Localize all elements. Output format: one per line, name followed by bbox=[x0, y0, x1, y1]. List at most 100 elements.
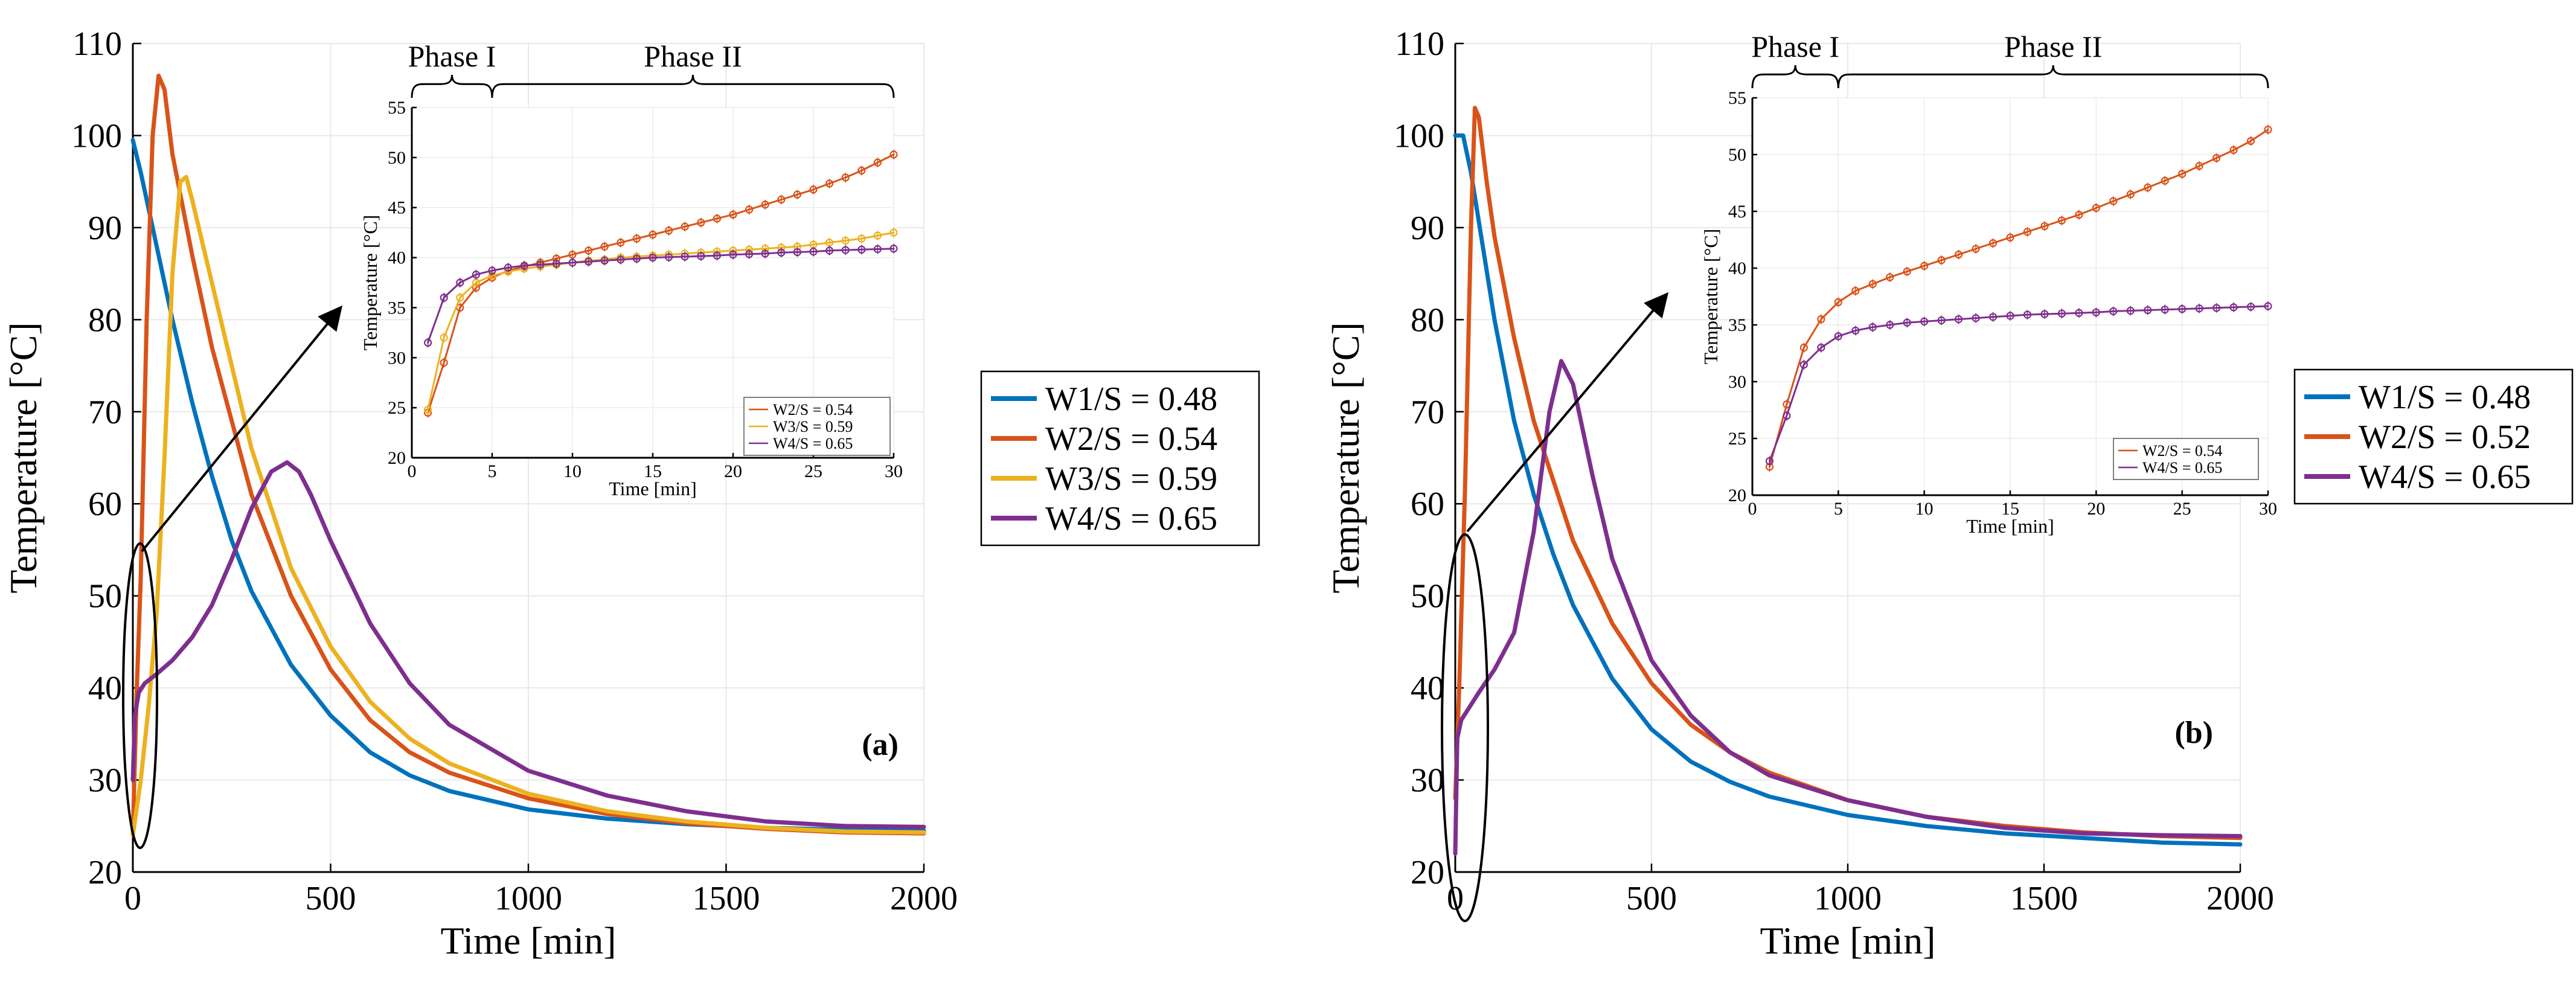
x-tick-label: 2000 bbox=[2206, 880, 2274, 917]
series-line-3 bbox=[130, 460, 926, 829]
phase-2-brace bbox=[1837, 65, 2269, 89]
inset-y-tick-label: 25 bbox=[1728, 429, 1746, 449]
inset-x-tick-label: 5 bbox=[1834, 499, 1843, 519]
inset-y-axis-label: Temperature [°C] bbox=[359, 215, 381, 351]
series-line-2 bbox=[130, 175, 926, 838]
zoom-arrow bbox=[1466, 292, 1669, 533]
y-axis-label: Temperature [°C] bbox=[2, 322, 45, 593]
y-tick-label: 20 bbox=[88, 854, 122, 891]
inset-y-tick-label: 30 bbox=[388, 348, 406, 368]
y-tick-label: 80 bbox=[1411, 301, 1444, 339]
inset-y-tick-label: 55 bbox=[388, 98, 406, 118]
y-tick-label: 110 bbox=[1395, 25, 1444, 63]
inset-legend-entry-1: W3/S = 0.59 bbox=[773, 418, 853, 435]
inset-x-axis-label: Time [min] bbox=[609, 478, 697, 499]
series-line-1 bbox=[130, 73, 926, 838]
inset-x-tick-label: 25 bbox=[2173, 499, 2191, 519]
x-tick-label: 1500 bbox=[693, 880, 760, 917]
inset-y-axis-label: Temperature [°C] bbox=[1700, 229, 1722, 365]
y-tick-label: 100 bbox=[71, 117, 122, 155]
legend-entry-1: W2/S = 0.54 bbox=[1045, 420, 1217, 458]
inset-y-tick-label: 50 bbox=[388, 148, 406, 168]
phase-1-label: Phase I bbox=[1751, 30, 1839, 63]
inset-y-tick-label: 45 bbox=[388, 198, 406, 218]
inset-y-tick-label: 40 bbox=[1728, 258, 1746, 278]
y-tick-label: 50 bbox=[88, 578, 122, 615]
phase-2-label: Phase II bbox=[2004, 30, 2102, 63]
x-tick-label: 1000 bbox=[1814, 880, 1882, 917]
inset-y-tick-label: 20 bbox=[1728, 486, 1746, 505]
legend-entry-1: W2/S = 0.52 bbox=[2359, 419, 2531, 456]
legend-entry-2: W3/S = 0.59 bbox=[1045, 460, 1217, 498]
y-tick-label: 40 bbox=[88, 670, 122, 707]
inset-y-tick-label: 40 bbox=[388, 248, 406, 268]
inset-y-tick-label: 35 bbox=[1728, 315, 1746, 335]
inset-legend-entry-1: W4/S = 0.65 bbox=[2142, 459, 2222, 476]
inset-legend-entry-0: W2/S = 0.54 bbox=[2142, 442, 2222, 460]
inset-y-tick-label: 30 bbox=[1728, 372, 1746, 392]
y-tick-label: 100 bbox=[1394, 117, 1444, 155]
inset-y-tick-label: 55 bbox=[1728, 88, 1746, 108]
x-tick-label: 0 bbox=[124, 880, 141, 917]
phase-1-brace bbox=[1751, 65, 1839, 89]
inset-y-tick-label: 20 bbox=[388, 448, 406, 468]
inset-x-tick-label: 30 bbox=[2259, 499, 2277, 519]
inset-x-tick-label: 30 bbox=[885, 461, 903, 481]
inset-y-tick-label: 35 bbox=[388, 298, 406, 318]
y-axis-label: Temperature [°C] bbox=[1324, 322, 1367, 593]
panel-label: (a) bbox=[862, 728, 899, 762]
zoom-ellipse bbox=[1441, 533, 1489, 922]
zoom-arrow bbox=[141, 305, 343, 553]
panel-label: (b) bbox=[2174, 716, 2213, 750]
phase-1-brace bbox=[411, 74, 493, 98]
inset-x-tick-label: 20 bbox=[2087, 499, 2105, 519]
inset-x-tick-label: 25 bbox=[804, 461, 822, 481]
inset-x-tick-label: 15 bbox=[644, 461, 662, 481]
y-tick-label: 90 bbox=[88, 210, 122, 247]
x-tick-label: 500 bbox=[1626, 880, 1677, 917]
inset-legend-box bbox=[743, 397, 891, 456]
y-tick-label: 70 bbox=[1411, 394, 1444, 431]
inset-x-tick-label: 0 bbox=[408, 461, 417, 481]
phase-1-label: Phase I bbox=[408, 39, 496, 73]
inset-y-tick-label: 45 bbox=[1728, 202, 1746, 222]
x-tick-label: 1500 bbox=[2010, 880, 2078, 917]
inset-y-tick-label: 25 bbox=[388, 398, 406, 418]
inset-x-tick-label: 10 bbox=[1915, 499, 1934, 519]
inset-x-axis-label: Time [min] bbox=[1966, 515, 2054, 537]
y-tick-label: 30 bbox=[88, 762, 122, 800]
y-tick-label: 70 bbox=[88, 394, 122, 431]
zoom-ellipse bbox=[122, 542, 158, 849]
x-axis-label: Time [min] bbox=[1760, 919, 1936, 962]
y-tick-label: 40 bbox=[1411, 670, 1444, 707]
inset-x-tick-label: 5 bbox=[488, 461, 497, 481]
inset-x-tick-label: 0 bbox=[1748, 499, 1757, 519]
y-tick-label: 50 bbox=[1411, 578, 1444, 615]
phase-2-label: Phase II bbox=[644, 39, 742, 73]
inset-legend-entry-2: W4/S = 0.65 bbox=[773, 435, 853, 452]
inset-x-tick-label: 15 bbox=[2001, 499, 2019, 519]
x-axis-label: Time [min] bbox=[441, 919, 617, 962]
y-tick-label: 80 bbox=[88, 301, 122, 339]
legend-entry-0: W1/S = 0.48 bbox=[2359, 379, 2531, 416]
inset-legend-entry-0: W2/S = 0.54 bbox=[773, 401, 853, 419]
inset-y-tick-label: 50 bbox=[1728, 145, 1746, 165]
inset-x-tick-label: 10 bbox=[563, 461, 582, 481]
inset-legend-box bbox=[2113, 438, 2259, 480]
x-tick-label: 1000 bbox=[495, 880, 562, 917]
y-tick-label: 60 bbox=[88, 486, 122, 523]
x-tick-label: 2000 bbox=[890, 880, 958, 917]
y-tick-label: 20 bbox=[1411, 854, 1444, 891]
y-tick-label: 60 bbox=[1411, 486, 1444, 523]
x-tick-label: 500 bbox=[306, 880, 356, 917]
series-line-2 bbox=[1453, 359, 2243, 856]
phase-2-brace bbox=[491, 74, 895, 98]
y-tick-label: 90 bbox=[1411, 210, 1444, 247]
series-line-0 bbox=[1453, 133, 2243, 847]
inset-x-tick-label: 20 bbox=[724, 461, 742, 481]
legend-entry-2: W4/S = 0.65 bbox=[2359, 458, 2531, 496]
legend-entry-3: W4/S = 0.65 bbox=[1045, 500, 1217, 537]
y-tick-label: 30 bbox=[1411, 762, 1444, 800]
legend-entry-0: W1/S = 0.48 bbox=[1045, 380, 1217, 418]
